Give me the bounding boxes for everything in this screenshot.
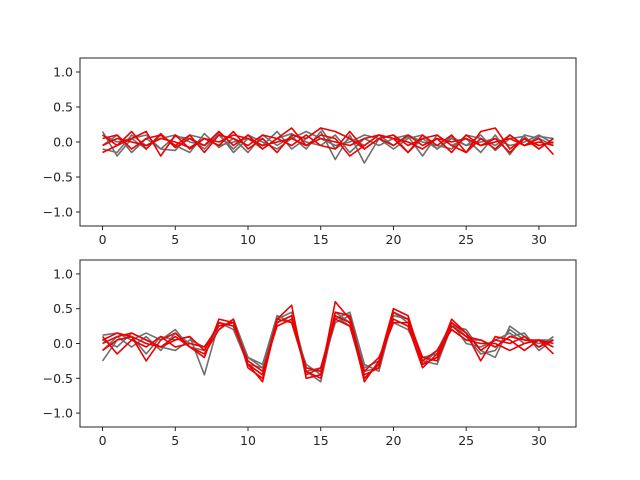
y-tick-label: −1.0 [43,406,73,421]
y-tick-label: −0.5 [43,170,73,185]
y-tick-label: 1.0 [53,65,73,80]
x-tick-label: 30 [531,433,547,448]
y-tick-label: −1.0 [43,205,73,220]
series-group [101,127,555,164]
x-tick-label: 10 [240,433,256,448]
x-tick-label: 15 [313,232,329,247]
x-tick-label: 25 [458,232,474,247]
bottom-subplot: 0 5 10 15 20 25 30 1.0 0.5 0.0 −0.5 −1.0 [43,259,577,448]
x-tick-label: 25 [458,433,474,448]
x-tick-label: 0 [99,433,107,448]
y-tick-label: 0.5 [53,301,73,316]
x-tick-label: 20 [386,232,402,247]
series-line-red-7 [102,134,554,150]
x-tick-label: 20 [386,433,402,448]
series-line-red-4 [102,127,555,157]
series-line-grey-3 [102,130,554,154]
x-tick-label: 10 [240,232,256,247]
x-tick-label: 0 [99,232,107,247]
top-subplot: 0 5 10 15 20 25 30 1.0 0.5 0.0 −0.5 −1.0 [43,57,577,247]
x-tick-label: 30 [531,232,547,247]
y-tick-label: −0.5 [43,371,73,386]
y-tick-label: 0.5 [53,100,73,115]
y-tick-label: 0.0 [53,336,73,351]
series-line-red-7 [101,318,554,376]
series-line-red-4 [102,300,555,383]
y-tick-label: 0.0 [53,135,73,150]
series-group [101,300,555,383]
x-tick-label: 15 [313,433,329,448]
x-tick-label: 5 [171,433,179,448]
y-tick-label: 1.0 [53,266,73,281]
x-tick-label: 5 [171,232,179,247]
